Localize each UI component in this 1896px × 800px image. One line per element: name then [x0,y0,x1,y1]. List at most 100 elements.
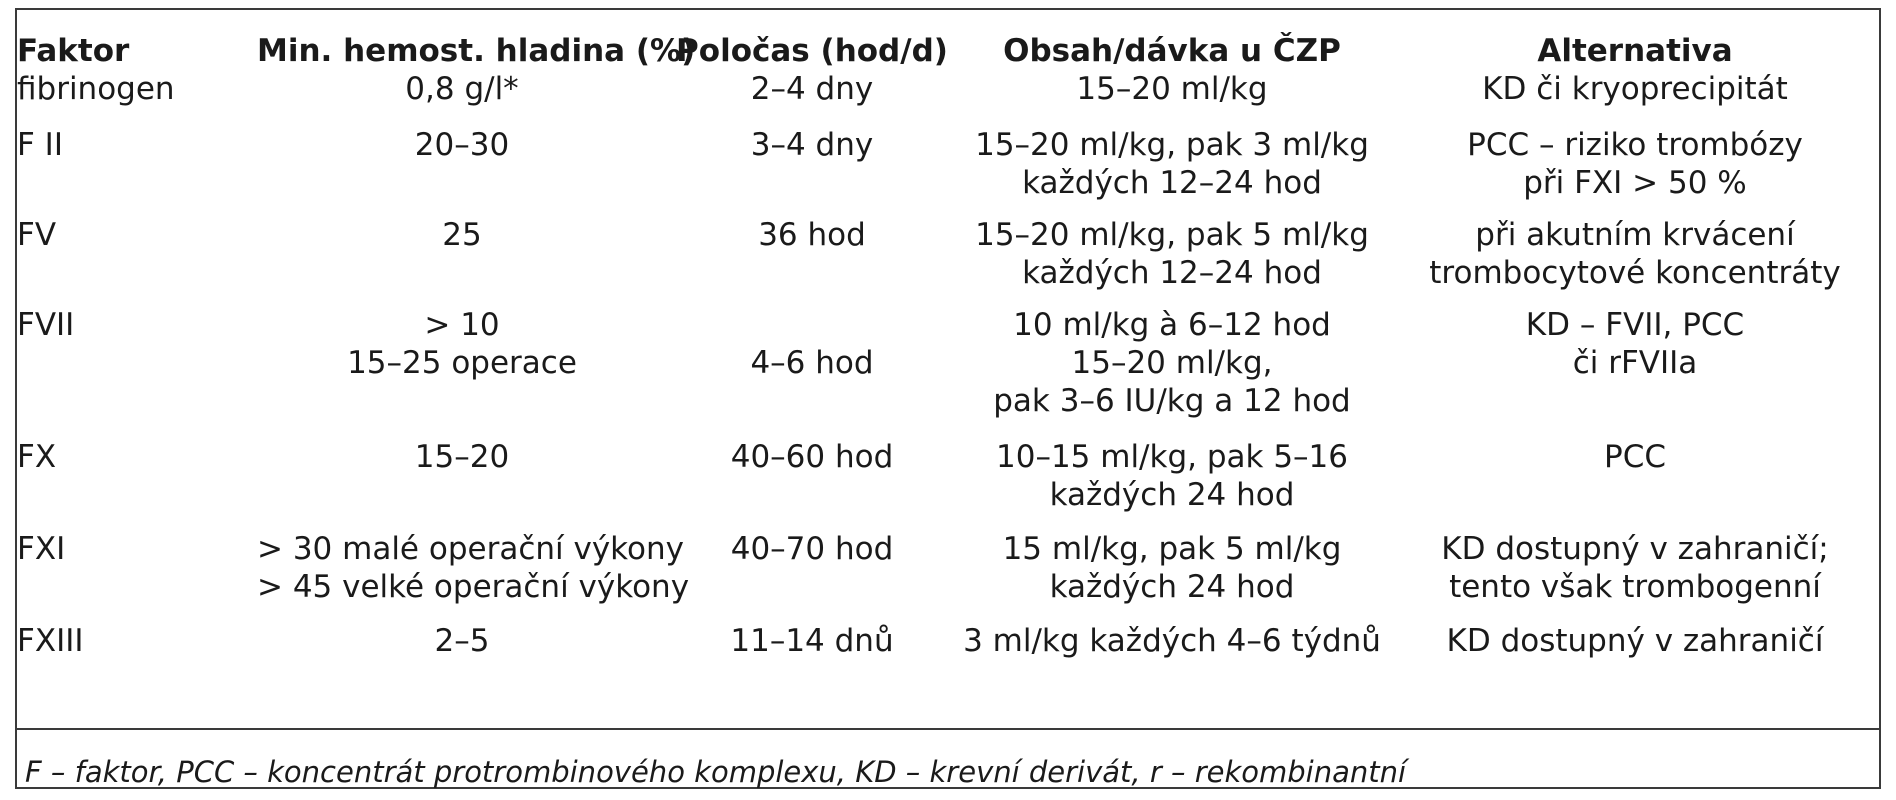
cell-alternative: KD – FVII, PCC či rFVIIa [1387,306,1883,438]
cell-half-life: 36 hod [667,216,957,306]
cell-line: 15–20 ml/kg [1076,71,1268,107]
cell-line: 15–25 operace [347,345,577,381]
cell-line: FX [17,439,57,475]
table-row: fibrinogen 0,8 g/l* 2–4 dny 15–20 ml/kg KD č… [17,70,1883,126]
header-content-dose: Obsah/dávka u ČZP [1003,33,1341,69]
factor-table: Faktor Min. hemost. hladina (%) Poločas … [17,10,1883,688]
cell-line: KD – FVII, PCC [1525,307,1745,343]
cell-line: > 45 velké operační výkony [257,569,690,605]
cell-line: 15–20 ml/kg, pak 3 ml/kg [975,127,1369,163]
cell-faktor: FV [17,216,257,306]
cell-line: 4–6 hod [750,345,874,381]
cell-line: 2–5 [434,623,490,659]
cell-line [667,306,957,344]
cell-min-level: 20–30 [257,126,667,216]
cell-min-level: > 30 malé operační výkony > 45 velké oper… [257,530,690,622]
cell-content-dose: 3 ml/kg každých 4–6 týdnů [957,622,1387,688]
cell-line: trombocytové koncentráty [1429,255,1841,291]
cell-faktor: fibrinogen [17,70,257,126]
cell-line: každých 24 hod [1049,477,1295,513]
cell-line: pak 3–6 IU/kg a 12 hod [993,383,1351,419]
cell-min-level: 15–20 [257,438,667,530]
cell-line: 20–30 [414,127,510,163]
cell-line: při akutním krvácení [1475,217,1795,253]
table-row: F II 20–30 3–4 dny 15–20 ml/kg, pak 3 ml/kg… [17,126,1883,216]
cell-content-dose: 10–15 ml/kg, pak 5–16 každých 24 hod [957,438,1387,530]
cell-line: > 10 [424,307,500,343]
cell-faktor: FXIII [17,622,257,688]
cell-line: KD dostupný v zahraničí [1446,623,1824,659]
cell-line: 25 [442,217,482,253]
table-row: FX 15–20 40–60 hod 10–15 ml/kg, pak 5–16 kaž… [17,438,1883,530]
footnote-divider [17,728,1879,730]
cell-half-life: 11–14 dnů [667,622,957,688]
cell-content-dose: 15 ml/kg, pak 5 ml/kg každých 24 hod [957,530,1387,622]
cell-line: 15–20 ml/kg, pak 5 ml/kg [975,217,1369,253]
cell-line: 40–60 hod [730,439,894,475]
cell-line: PCC [1604,439,1666,475]
cell-line: FV [17,217,57,253]
cell-line: či rFVIIa [1572,345,1698,381]
table-body: fibrinogen 0,8 g/l* 2–4 dny 15–20 ml/kg KD č… [17,70,1883,688]
cell-line: FVII [17,307,75,343]
cell-half-life: 40–60 hod [667,438,957,530]
cell-alternative: KD dostupný v zahraničí; tento však tromb… [1387,530,1883,622]
cell-line: při FXI > 50 % [1523,165,1747,201]
cell-line: > 30 malé operační výkony [257,531,684,567]
cell-content-dose: 15–20 ml/kg, pak 5 ml/kg každých 12–24 ho… [957,216,1387,306]
cell-line: FXIII [17,623,84,659]
cell-content-dose: 15–20 ml/kg, pak 3 ml/kg každých 12–24 ho… [957,126,1387,216]
cell-line: 3–4 dny [750,127,874,163]
header-half-life: Poločas (hod/d) [676,33,948,69]
cell-content-dose: 10 ml/kg à 6–12 hod 15–20 ml/kg, pak 3–6 I… [957,306,1387,438]
cell-line: 15–20 ml/kg, [1071,345,1273,381]
cell-line: každých 12–24 hod [1022,255,1322,291]
header-min-level: Min. hemost. hladina (%) [257,33,696,69]
cell-line: každých 24 hod [1049,569,1295,605]
cell-faktor: FX [17,438,257,530]
cell-half-life: 4–6 hod [667,306,957,438]
cell-line: 15–20 [414,439,510,475]
cell-line: 2–4 dny [750,71,874,107]
cell-min-level: > 10 15–25 operace [257,306,667,438]
cell-line: 10 ml/kg à 6–12 hod [1013,307,1331,343]
header-alternative: Alternativa [1537,33,1733,69]
cell-line: PCC – riziko trombózy [1467,127,1803,163]
cell-line: fibrinogen [17,71,175,107]
cell-line: 15 ml/kg, pak 5 ml/kg [1002,531,1342,567]
cell-line: KD dostupný v zahraničí; [1441,531,1829,567]
cell-line: KD či kryoprecipitát [1482,71,1788,107]
cell-line: 0,8 g/l* [405,71,519,107]
cell-min-level: 2–5 [257,622,667,688]
table-row: FVII > 10 15–25 operace 4–6 hod 10 ml/kg à … [17,306,1883,438]
cell-faktor: FVII [17,306,257,438]
header-faktor: Faktor [17,33,130,69]
table-frame: Faktor Min. hemost. hladina (%) Poločas … [15,8,1881,789]
cell-alternative: KD dostupný v zahraničí [1387,622,1883,688]
cell-half-life: 40–70 hod [667,530,957,622]
cell-content-dose: 15–20 ml/kg [957,70,1387,126]
cell-line: F II [17,127,63,163]
cell-line: FXI [17,531,66,567]
footnote: F – faktor, PCC – koncentrát protrombino… [25,755,1407,789]
cell-line: 36 hod [758,217,866,253]
cell-min-level: 25 [257,216,667,306]
cell-half-life: 3–4 dny [667,126,957,216]
cell-alternative: PCC [1387,438,1883,530]
cell-line: 11–14 dnů [730,623,894,659]
cell-alternative: PCC – riziko trombózy při FXI > 50 % [1387,126,1883,216]
cell-half-life: 2–4 dny [667,70,957,126]
cell-line: každých 12–24 hod [1022,165,1322,201]
cell-alternative: při akutním krvácení trombocytové koncent… [1387,216,1883,306]
cell-alternative: KD či kryoprecipitát [1387,70,1883,126]
table-row: FXI > 30 malé operační výkony > 45 velké o… [17,530,1883,622]
cell-min-level: 0,8 g/l* [257,70,667,126]
cell-line: tento však trombogenní [1449,569,1821,605]
cell-line: 3 ml/kg každých 4–6 týdnů [963,623,1381,659]
cell-line: 40–70 hod [730,531,894,567]
cell-faktor: FXI [17,530,257,622]
cell-line: 10–15 ml/kg, pak 5–16 [996,439,1348,475]
cell-faktor: F II [17,126,257,216]
table-row: FV 25 36 hod 15–20 ml/kg, pak 5 ml/kg každýc… [17,216,1883,306]
table-row: FXIII 2–5 11–14 dnů 3 ml/kg každých 4–6 týd… [17,622,1883,688]
